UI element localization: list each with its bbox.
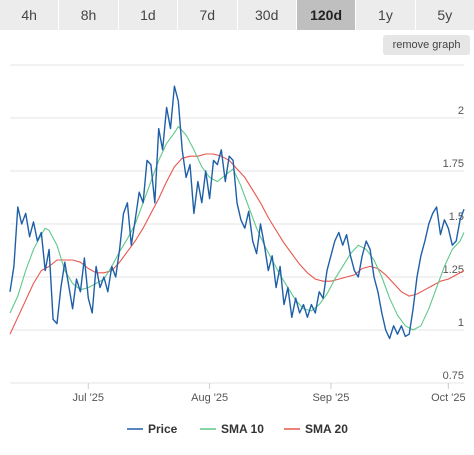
tab-5y[interactable]: 5y <box>415 0 474 30</box>
series-line-sma-20 <box>9 153 465 335</box>
legend-label-price[interactable]: Price <box>148 422 178 436</box>
tab-120d[interactable]: 120d <box>296 0 357 30</box>
y-tick-label: 1.75 <box>443 158 464 170</box>
chart-legend: Price SMA 10 SMA 20 <box>127 422 348 436</box>
tab-1d[interactable]: 1d <box>118 0 179 30</box>
series-line-sma-10 <box>9 125 465 331</box>
timeframe-tabs: 4h 8h 1d 7d 30d 120d 1y 5y <box>0 0 474 30</box>
legend-label-sma-10[interactable]: SMA 10 <box>221 422 264 436</box>
x-tick-label: Jul '25 <box>73 392 104 404</box>
tab-1y[interactable]: 1y <box>356 0 416 30</box>
x-tick-label: Sep '25 <box>312 392 349 404</box>
grid-lines <box>10 64 464 384</box>
y-tick-label: 1 <box>458 317 464 329</box>
y-tick-label: 1.25 <box>443 264 464 276</box>
y-tick-label: 0.75 <box>443 370 464 382</box>
legend-label-sma-20[interactable]: SMA 20 <box>305 422 348 436</box>
tab-7d[interactable]: 7d <box>178 0 238 30</box>
x-axis-ticks: Jul '25 Aug '25 Sep '25 Oct '25 <box>73 383 466 404</box>
remove-graph-button[interactable]: remove graph <box>383 35 470 55</box>
x-tick-label: Oct '25 <box>431 392 466 404</box>
series-line-price <box>9 85 465 340</box>
tab-8h[interactable]: 8h <box>59 0 119 30</box>
y-tick-label: 2 <box>458 105 464 117</box>
tab-4h[interactable]: 4h <box>0 0 60 30</box>
series-lines <box>9 85 465 340</box>
x-tick-label: Aug '25 <box>191 392 228 404</box>
tab-30d[interactable]: 30d <box>237 0 297 30</box>
